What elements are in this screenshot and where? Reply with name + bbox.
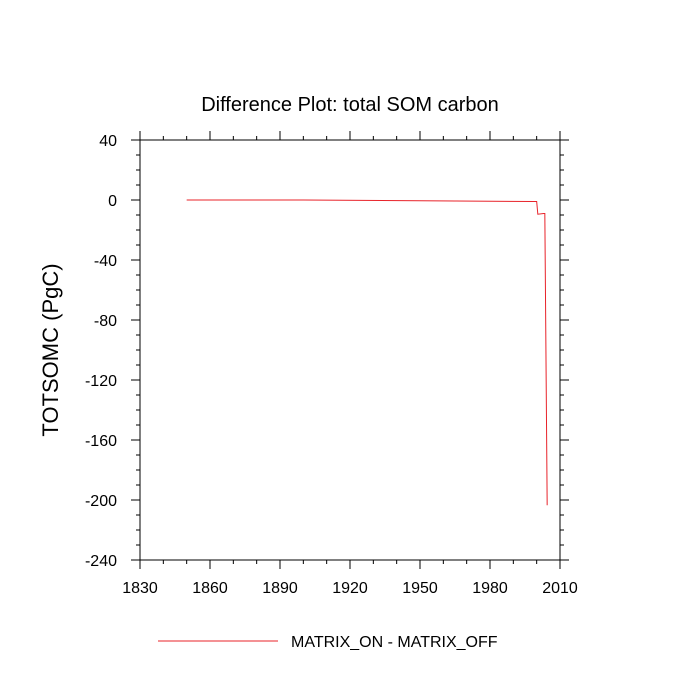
chart-title: Difference Plot: total SOM carbon (201, 94, 499, 116)
y-tick-label: -80 (94, 313, 117, 330)
y-tick-label: 0 (108, 193, 117, 210)
axis-tick-labels: 1830 1860 1890 1920 1950 1980 2010 40 0 -40 -80 -12… (85, 133, 578, 597)
y-tick-label: -40 (94, 253, 117, 270)
y-tick-label: -160 (85, 433, 117, 450)
series-line-0 (186, 199, 548, 506)
y-tick-label: -200 (85, 493, 117, 510)
plot-frame (139, 139, 561, 561)
x-tick-label: 1980 (472, 580, 508, 597)
x-tick-label: 2010 (542, 580, 578, 597)
legend: MATRIX_ON - MATRIX_OFF (158, 634, 498, 651)
x-tick-label: 1890 (262, 580, 298, 597)
y-axis-label: TOTSOMC (PgC) (38, 263, 63, 436)
y-tick-label: -240 (85, 553, 117, 570)
x-tick-label: 1830 (122, 580, 158, 597)
x-tick-label: 1860 (192, 580, 228, 597)
series-layer (186, 199, 548, 506)
axis-ticks (131, 131, 569, 569)
y-tick-label: -120 (85, 373, 117, 390)
y-tick-label: 40 (99, 133, 117, 150)
x-tick-label: 1920 (332, 580, 368, 597)
x-tick-label: 1950 (402, 580, 438, 597)
legend-label: MATRIX_ON - MATRIX_OFF (291, 634, 498, 651)
